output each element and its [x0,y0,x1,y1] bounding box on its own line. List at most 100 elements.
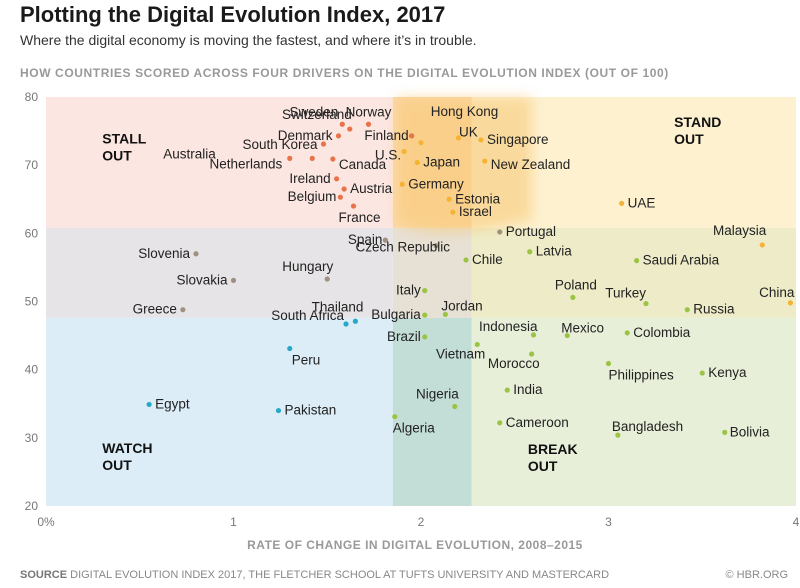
point-label: Bulgaria [371,307,421,322]
point-label: Pakistan [285,403,337,418]
data-point [334,176,340,182]
point-label: Kenya [708,365,747,380]
y-tick-label: 60 [25,226,39,240]
source-text: DIGITAL EVOLUTION INDEX 2017, THE FLETCH… [70,569,610,581]
chart-title: HOW COUNTRIES SCORED ACROSS FOUR DRIVERS… [20,66,669,80]
quadrant-label: WATCH [102,440,152,456]
quadrant-label: OUT [102,457,132,473]
data-point [634,258,640,264]
axes: 20 30 40 50 60 70 80 0% 1 2 3 4 [25,90,800,529]
data-point [570,294,576,301]
data-point [497,420,503,426]
data-point [339,121,345,127]
point-label: Morocco [488,356,540,371]
point-label: Estonia [455,191,501,206]
data-point [564,332,570,339]
page-subtitle: Where the digital economy is moving the … [20,32,477,48]
point-label: UAE [628,195,656,210]
data-point [343,321,349,327]
data-point [309,155,315,161]
point-label: Germany [408,176,464,191]
point-label: Bangladesh [612,419,683,434]
data-point [320,141,327,147]
quadrant-backgrounds [46,97,796,506]
stall-out-region [46,97,393,228]
x-tick-label: 4 [793,515,800,529]
point-label: Malaysia [713,223,767,238]
data-point [530,332,537,338]
center-bottom-band [392,317,472,506]
data-point [619,200,625,206]
data-point [146,401,152,408]
data-point [529,351,535,357]
point-label: Switzerland [282,107,352,122]
point-label: Jordan [441,298,482,313]
data-point [392,414,398,420]
point-label: China [759,285,795,300]
transition-region-left [46,227,393,318]
point-label: Philippines [609,368,675,383]
point-label: Australia [163,146,216,161]
data-point [527,249,533,255]
point-label: Hong Kong [431,104,499,119]
point-label: Israel [459,204,492,219]
point-label: Portugal [506,224,556,239]
point-label: Slovenia [138,246,190,261]
data-point [193,251,199,257]
source-label: SOURCE [20,569,68,581]
point-label: Russia [693,302,735,317]
point-label: Vietnam [436,346,485,361]
point-label: South Korea [242,137,318,152]
transition-region-right [471,227,796,318]
y-tick-label: 50 [25,295,39,309]
data-point [699,370,705,376]
data-point [330,156,336,162]
point-label: Czech Republic [355,240,450,255]
quadrant-label: OUT [528,458,558,474]
point-label: UK [459,125,478,140]
quadrant-label: OUT [102,147,132,163]
credit: © HBR.ORG [725,569,789,581]
data-point [605,360,612,367]
point-label: New Zealand [491,157,571,172]
data-point [624,330,630,336]
point-label: Colombia [633,325,691,340]
y-tick-label: 20 [25,499,39,513]
data-point [414,159,420,166]
point-label: Saudi Arabia [643,253,720,268]
data-point [463,257,469,263]
point-label: Egypt [155,396,190,411]
break-out-region [471,317,796,506]
data-point [409,133,415,139]
data-point [722,429,728,435]
source-note: SOURCE DIGITAL EVOLUTION INDEX 2017, THE… [20,569,609,581]
data-point [352,318,358,324]
point-label: Canada [339,157,387,172]
point-label: Ireland [289,171,330,186]
data-point [684,307,690,313]
data-point [615,432,621,438]
point-label: Sweden [289,104,338,119]
stand-out-glow [396,97,532,233]
data-point [452,403,458,410]
watch-out-region [46,317,393,506]
point-label: Peru [292,353,321,368]
data-point [382,237,388,243]
center-middle-band [392,227,472,318]
point-label: Chile [472,252,503,267]
point-label: Bolivia [730,424,770,439]
data-point [275,407,282,414]
x-axis-label: RATE OF CHANGE IN DIGITAL EVOLUTION, 200… [247,538,583,552]
data-point [287,345,293,352]
point-label: Latvia [536,244,573,259]
point-label: Cameroon [506,415,569,430]
data-point [643,300,649,307]
data-point [455,135,462,141]
data-point [450,209,456,215]
point-label: Greece [133,302,177,317]
data-point [433,243,439,249]
point-label: Algeria [393,421,436,436]
point-label: India [513,382,543,397]
point-label: U.S. [375,148,401,163]
